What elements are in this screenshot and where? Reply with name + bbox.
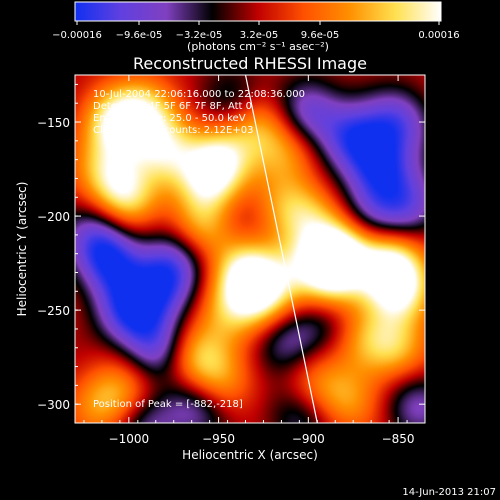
colorbar <box>74 1 442 22</box>
x-axis-label: Heliocentric X (arcsec) <box>182 448 318 462</box>
colorbar-tick-label: −0.00016 <box>52 30 102 41</box>
footer-timestamp: 14-Jun-2013 21:07 <box>402 487 496 498</box>
annotation-time-range: 10-Jul-2004 22:06:16.000 to 22:08:36.000 <box>93 89 305 100</box>
x-tick-label: −900 <box>292 432 325 446</box>
annotation-energy-range: Energy Range: 25.0 - 50.0 keV <box>93 113 246 124</box>
heatmap-plot <box>75 75 425 423</box>
colorbar-tick-label: 9.6e-05 <box>301 30 339 41</box>
solar-limb-line <box>244 75 318 423</box>
heatmap-image <box>75 75 425 423</box>
colorbar-tick-label: 3.2e-05 <box>240 30 278 41</box>
x-tick-label: −950 <box>202 432 235 446</box>
colorbar-tick-label: −9.6e-05 <box>116 30 163 41</box>
colorbar-ticks: −0.00016 −9.6e-05 −3.2e-05 3.2e-05 9.6e-05 0.… <box>52 21 460 41</box>
x-tick-label: −1000 <box>109 432 150 446</box>
peak-position-label: Position of Peak = [-882,-218] <box>93 399 243 410</box>
annotation-clean-counts: Clean Total counts: 2.12E+03 <box>93 125 253 136</box>
y-tick-label: −250 <box>37 304 70 318</box>
y-axis-label: Heliocentric Y (arcsec) <box>15 182 29 317</box>
colorbar-tick-label: −3.2e-05 <box>176 30 223 41</box>
annotation-block: 10-Jul-2004 22:06:16.000 to 22:08:36.000… <box>93 89 305 136</box>
y-tick-label: −200 <box>37 210 70 224</box>
y-tick-label: −150 <box>37 116 70 130</box>
y-tick-label: −300 <box>37 398 70 412</box>
x-tick-label: −850 <box>382 432 415 446</box>
annotation-detectors: Detectors: 4F 5F 6F 7F 8F, Att 0 <box>93 101 252 112</box>
colorbar-tick-label: 0.00016 <box>418 30 459 41</box>
colorbar-unit-label: (photons cm⁻² s⁻¹ asec⁻²) <box>187 40 329 53</box>
chart-title: Reconstructed RHESSI Image <box>133 54 367 73</box>
plot-frame <box>74 74 426 424</box>
x-axis-ticks: −1000 −950 −900 −850 <box>83 75 426 446</box>
y-axis-ticks: −150 −200 −250 −300 <box>37 83 425 412</box>
